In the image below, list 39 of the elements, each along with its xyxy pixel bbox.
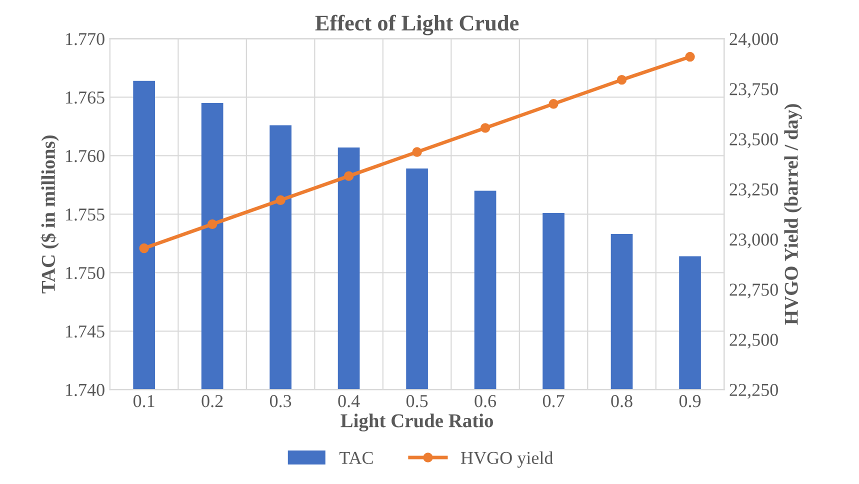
point	[412, 147, 422, 157]
x-tick-label: 0.4	[338, 395, 360, 408]
point	[685, 52, 695, 62]
y2-tick-label: 22,250	[730, 384, 778, 399]
x-tick-label: 0.3	[270, 395, 292, 408]
x-tick-label: 0.9	[679, 395, 701, 408]
point	[276, 195, 286, 205]
legend-label: HVGO yield	[460, 451, 554, 468]
y2-axis-title: HVGO Yield (barrel / day)	[784, 104, 802, 325]
chart-title: Effect of Light Crude	[315, 14, 519, 36]
x-tick-label: 0.2	[202, 395, 223, 408]
x-tick-label: 0.8	[611, 395, 632, 408]
y-tick-label: 1.765	[66, 92, 104, 104]
y2-tick-label: 23,250	[730, 183, 778, 198]
y2-tick-label: 23,000	[730, 233, 778, 248]
legend-label: TAC	[339, 452, 373, 464]
y-tick-label: 1.770	[66, 32, 104, 46]
y-tick-label: 1.760	[66, 150, 104, 162]
y-tick-label: 1.745	[66, 325, 104, 338]
point	[548, 99, 558, 109]
y-tick-label: 1.750	[66, 266, 104, 280]
point	[480, 123, 490, 133]
y-axis-title: TAC ($ in millions)	[40, 136, 59, 294]
x-tick-label: 0.1	[133, 395, 154, 408]
point	[616, 74, 627, 85]
point	[207, 219, 218, 230]
y-tick-label: 1.740	[66, 384, 104, 396]
y2-tick-label: 23,500	[730, 133, 778, 148]
x-tick-label: 0.7	[542, 395, 564, 408]
point	[139, 243, 149, 254]
y2-tick-label: 24,000	[730, 32, 778, 48]
y-tick-label: 1.755	[66, 208, 104, 221]
x-axis-title: Light Crude Ratio	[340, 414, 494, 432]
y2-tick-label: 23,750	[730, 83, 778, 98]
x-tick-label: 0.5	[406, 395, 428, 408]
y2-tick-label: 22,500	[730, 334, 778, 349]
x-tick-label: 0.6	[474, 395, 496, 408]
y2-tick-label: 22,750	[730, 284, 778, 298]
point	[344, 171, 354, 181]
